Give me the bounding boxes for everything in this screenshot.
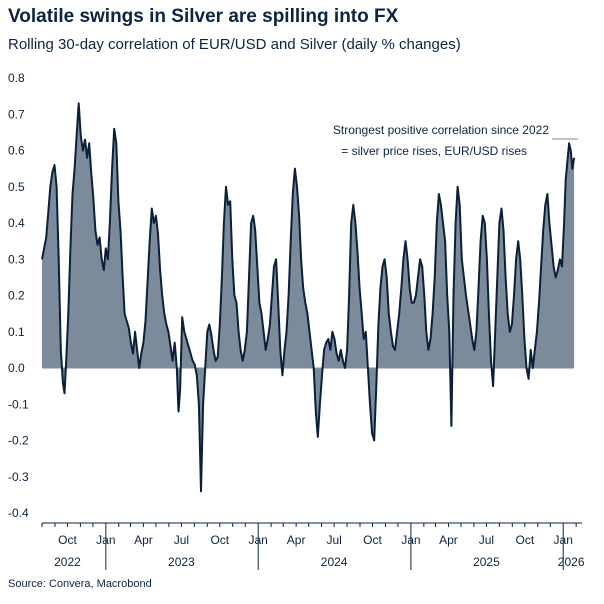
y-tick-label: 0.7 (8, 107, 25, 121)
x-tick-label: Apr (287, 533, 306, 547)
x-tick-label: Jan (248, 533, 267, 547)
x-axis: Oct Jan Apr Jul Oct Jan Apr Jul Oct Jan Apr Jul Oct J… (41, 522, 585, 570)
correlation-area-fill (42, 103, 575, 492)
y-tick-label: 0.8 (8, 71, 25, 85)
x-tick-label: Jan (96, 533, 115, 547)
y-tick-label: 0.6 (8, 144, 25, 158)
y-tick-label: -0.1 (8, 397, 29, 411)
x-tick-label: Jan (401, 533, 420, 547)
x-tick-label: Jan (554, 533, 573, 547)
y-tick-label: 0.2 (8, 289, 25, 303)
y-tick-label: 0.3 (8, 252, 25, 266)
y-tick-label: 0.5 (8, 180, 25, 194)
x-tick-label: Apr (134, 533, 153, 547)
x-year-label: 2025 (473, 555, 500, 569)
y-tick-label: 0.4 (8, 216, 25, 230)
x-tick-label: Oct (363, 533, 382, 547)
x-tick-label: Apr (439, 533, 458, 547)
x-tick-label: Jul (174, 533, 189, 547)
y-tick-label: -0.2 (8, 434, 29, 448)
x-tick-label: Oct (210, 533, 229, 547)
chart-title: Volatile swings in Silver are spilling i… (8, 6, 399, 27)
x-year-label: 2022 (54, 555, 81, 569)
y-tick-label: -0.3 (8, 470, 29, 484)
x-year-label: 2023 (168, 555, 195, 569)
x-tick-label: Jul (479, 533, 494, 547)
y-tick-label: -0.4 (8, 506, 29, 520)
chart-subtitle: Rolling 30-day correlation of EUR/USD an… (8, 36, 461, 53)
x-year-label: 2026 (558, 555, 585, 569)
y-axis: -0.4 -0.3 -0.2 -0.1 0.0 0.1 0.2 0.3 0.4 0.5 0.6 0.7… (8, 71, 29, 520)
correlation-series-line (41, 102, 576, 493)
x-year-label: 2024 (321, 555, 348, 569)
source-note: Source: Convera, Macrobond (8, 578, 152, 590)
x-tick-label: Oct (58, 533, 77, 547)
x-tick-label: Jul (326, 533, 341, 547)
y-tick-label: 0.0 (8, 361, 25, 375)
y-tick-label: 0.1 (8, 325, 25, 339)
annotation-group: Strongest positive correlation since 202… (333, 123, 578, 158)
annotation-leader-line (552, 138, 578, 140)
annotation-text-line-1: Strongest positive correlation since 202… (333, 123, 549, 137)
annotation-text-line-2: = silver price rises, EUR/USD rises (341, 144, 527, 158)
x-tick-label: Oct (515, 533, 534, 547)
